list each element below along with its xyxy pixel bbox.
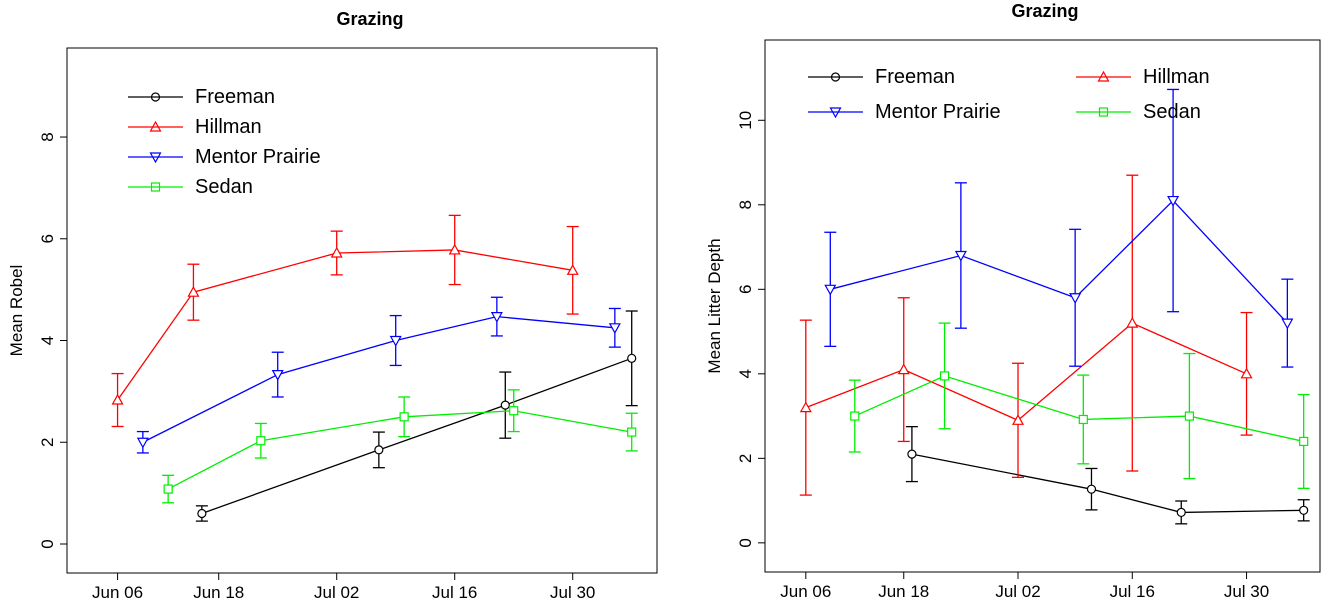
x-tick-label: Jul 02: [995, 582, 1040, 601]
marker: [627, 427, 637, 437]
legend-marker: [829, 107, 842, 119]
marker: [897, 363, 910, 375]
marker: [824, 284, 837, 296]
legend-label: Hillman: [195, 116, 262, 138]
series-line: [830, 199, 1288, 324]
marker: [490, 312, 503, 323]
marker: [799, 401, 812, 413]
y-tick-label: 8: [736, 200, 755, 209]
marker: [399, 412, 409, 422]
marker: [1184, 411, 1195, 421]
series-line: [805, 322, 1247, 422]
x-tick-label: Jun 06: [92, 583, 143, 602]
series-line: [854, 375, 1304, 443]
x-tick-label: Jun 18: [878, 582, 929, 601]
legend-marker: [149, 120, 162, 132]
y-tick-label: 8: [38, 132, 57, 141]
marker: [1069, 293, 1082, 304]
marker: [187, 285, 200, 297]
marker: [907, 449, 917, 459]
marker: [850, 411, 860, 421]
legend-label: Mentor Prairie: [875, 101, 1001, 123]
marker: [330, 246, 343, 258]
series-line: [201, 357, 632, 515]
marker: [954, 250, 967, 262]
marker: [939, 371, 950, 381]
marker: [1299, 505, 1309, 515]
y-tick-label: 4: [736, 369, 755, 378]
legend-marker: [1098, 107, 1109, 117]
y-tick-label: 6: [736, 285, 755, 294]
marker: [271, 369, 284, 381]
x-tick-label: Jul 16: [1110, 582, 1155, 601]
marker: [136, 437, 149, 449]
marker: [197, 508, 207, 519]
y-tick-label: 6: [38, 234, 57, 243]
series-line: [142, 315, 615, 443]
x-tick-label: Jul 30: [550, 583, 595, 602]
y-tick-label: 0: [736, 538, 755, 547]
legend-label: Hillman: [1143, 66, 1210, 88]
legend-marker: [149, 152, 162, 164]
marker: [1240, 367, 1253, 379]
chart-title: Grazing: [336, 9, 403, 29]
marker: [256, 436, 266, 446]
marker: [163, 484, 173, 494]
marker: [1176, 507, 1186, 518]
series-line: [117, 249, 573, 401]
x-tick-label: Jun 06: [780, 582, 831, 601]
y-tick-label: 0: [38, 539, 57, 548]
legend-label: Freeman: [875, 66, 955, 88]
x-tick-label: Jul 16: [432, 583, 477, 602]
y-axis-label: Mean Litter Depth: [705, 238, 724, 373]
marker: [1299, 436, 1309, 447]
y-axis-label: Mean Robel: [7, 265, 26, 357]
legend-label: Sedan: [1143, 101, 1201, 123]
x-tick-label: Jul 02: [314, 583, 359, 602]
legend-label: Freeman: [195, 86, 275, 108]
legend-label: Mentor Prairie: [195, 146, 321, 168]
x-tick-label: Jun 18: [193, 583, 244, 602]
marker: [1126, 316, 1139, 328]
series-line: [167, 410, 632, 490]
legend-marker: [1097, 70, 1110, 82]
marker: [389, 335, 402, 347]
marker: [566, 264, 579, 275]
plot-frame: [764, 39, 1321, 573]
marker: [1078, 414, 1088, 425]
legend-marker: [150, 182, 161, 192]
marker: [111, 393, 124, 405]
series-line: [911, 453, 1304, 514]
plot-frame: [66, 47, 658, 574]
marker: [374, 445, 384, 455]
marker: [1167, 195, 1180, 207]
chart-title: Grazing: [1011, 1, 1078, 21]
marker: [509, 406, 519, 416]
y-tick-label: 2: [736, 454, 755, 463]
legend-marker: [150, 92, 161, 102]
marker: [627, 353, 637, 363]
legend-label: Sedan: [195, 176, 253, 198]
x-tick-label: Jul 30: [1224, 582, 1269, 601]
marker: [1281, 318, 1294, 330]
legend-marker: [830, 72, 841, 82]
marker: [500, 400, 510, 410]
y-tick-label: 2: [38, 438, 57, 447]
y-tick-label: 10: [736, 111, 755, 130]
marker: [1086, 484, 1097, 494]
marker: [448, 243, 461, 255]
marker: [1011, 414, 1025, 425]
y-tick-label: 4: [38, 336, 57, 345]
marker: [608, 323, 621, 335]
